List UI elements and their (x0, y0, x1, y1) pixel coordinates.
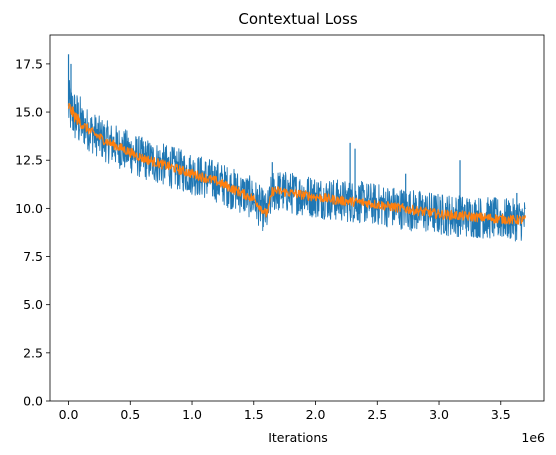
y-tick-label: 12.5 (15, 153, 43, 168)
x-axis: 0.0 0.5 1.0 1.5 2.0 2.5 3.0 3.5 (59, 401, 511, 422)
x-tick-label: 2.5 (367, 407, 387, 422)
series-line-raw (68, 80, 526, 242)
series-smoothed (67, 102, 527, 225)
y-tick-label: 2.5 (23, 345, 43, 360)
plot-area (49, 34, 545, 402)
x-axis-title: Iterations (268, 430, 328, 445)
y-tick-label: 0.0 (23, 394, 43, 409)
y-axis: 0.0 2.5 5.0 7.5 10.0 12.5 15.0 17.5 (15, 56, 50, 409)
x-tick-label: 2.0 (306, 407, 326, 422)
series-raw (67, 54, 526, 242)
series-line-smoothed (67, 102, 527, 225)
x-tick-label: 3.5 (491, 407, 511, 422)
y-tick-label: 17.5 (15, 56, 43, 71)
plot-frame (49, 34, 545, 402)
chart-title: Contextual Loss (238, 10, 357, 28)
y-tick-label: 5.0 (23, 297, 43, 312)
x-tick-label: 1.5 (244, 407, 264, 422)
y-tick-label: 15.0 (15, 105, 43, 120)
y-tick-label: 7.5 (23, 249, 43, 264)
x-tick-label: 0.5 (120, 407, 140, 422)
y-tick-label: 10.0 (15, 201, 43, 216)
x-axis-offset-label: 1e6 (521, 430, 545, 445)
x-tick-label: 1.0 (182, 407, 202, 422)
x-tick-label: 0.0 (59, 407, 79, 422)
x-tick-label: 3.0 (429, 407, 449, 422)
